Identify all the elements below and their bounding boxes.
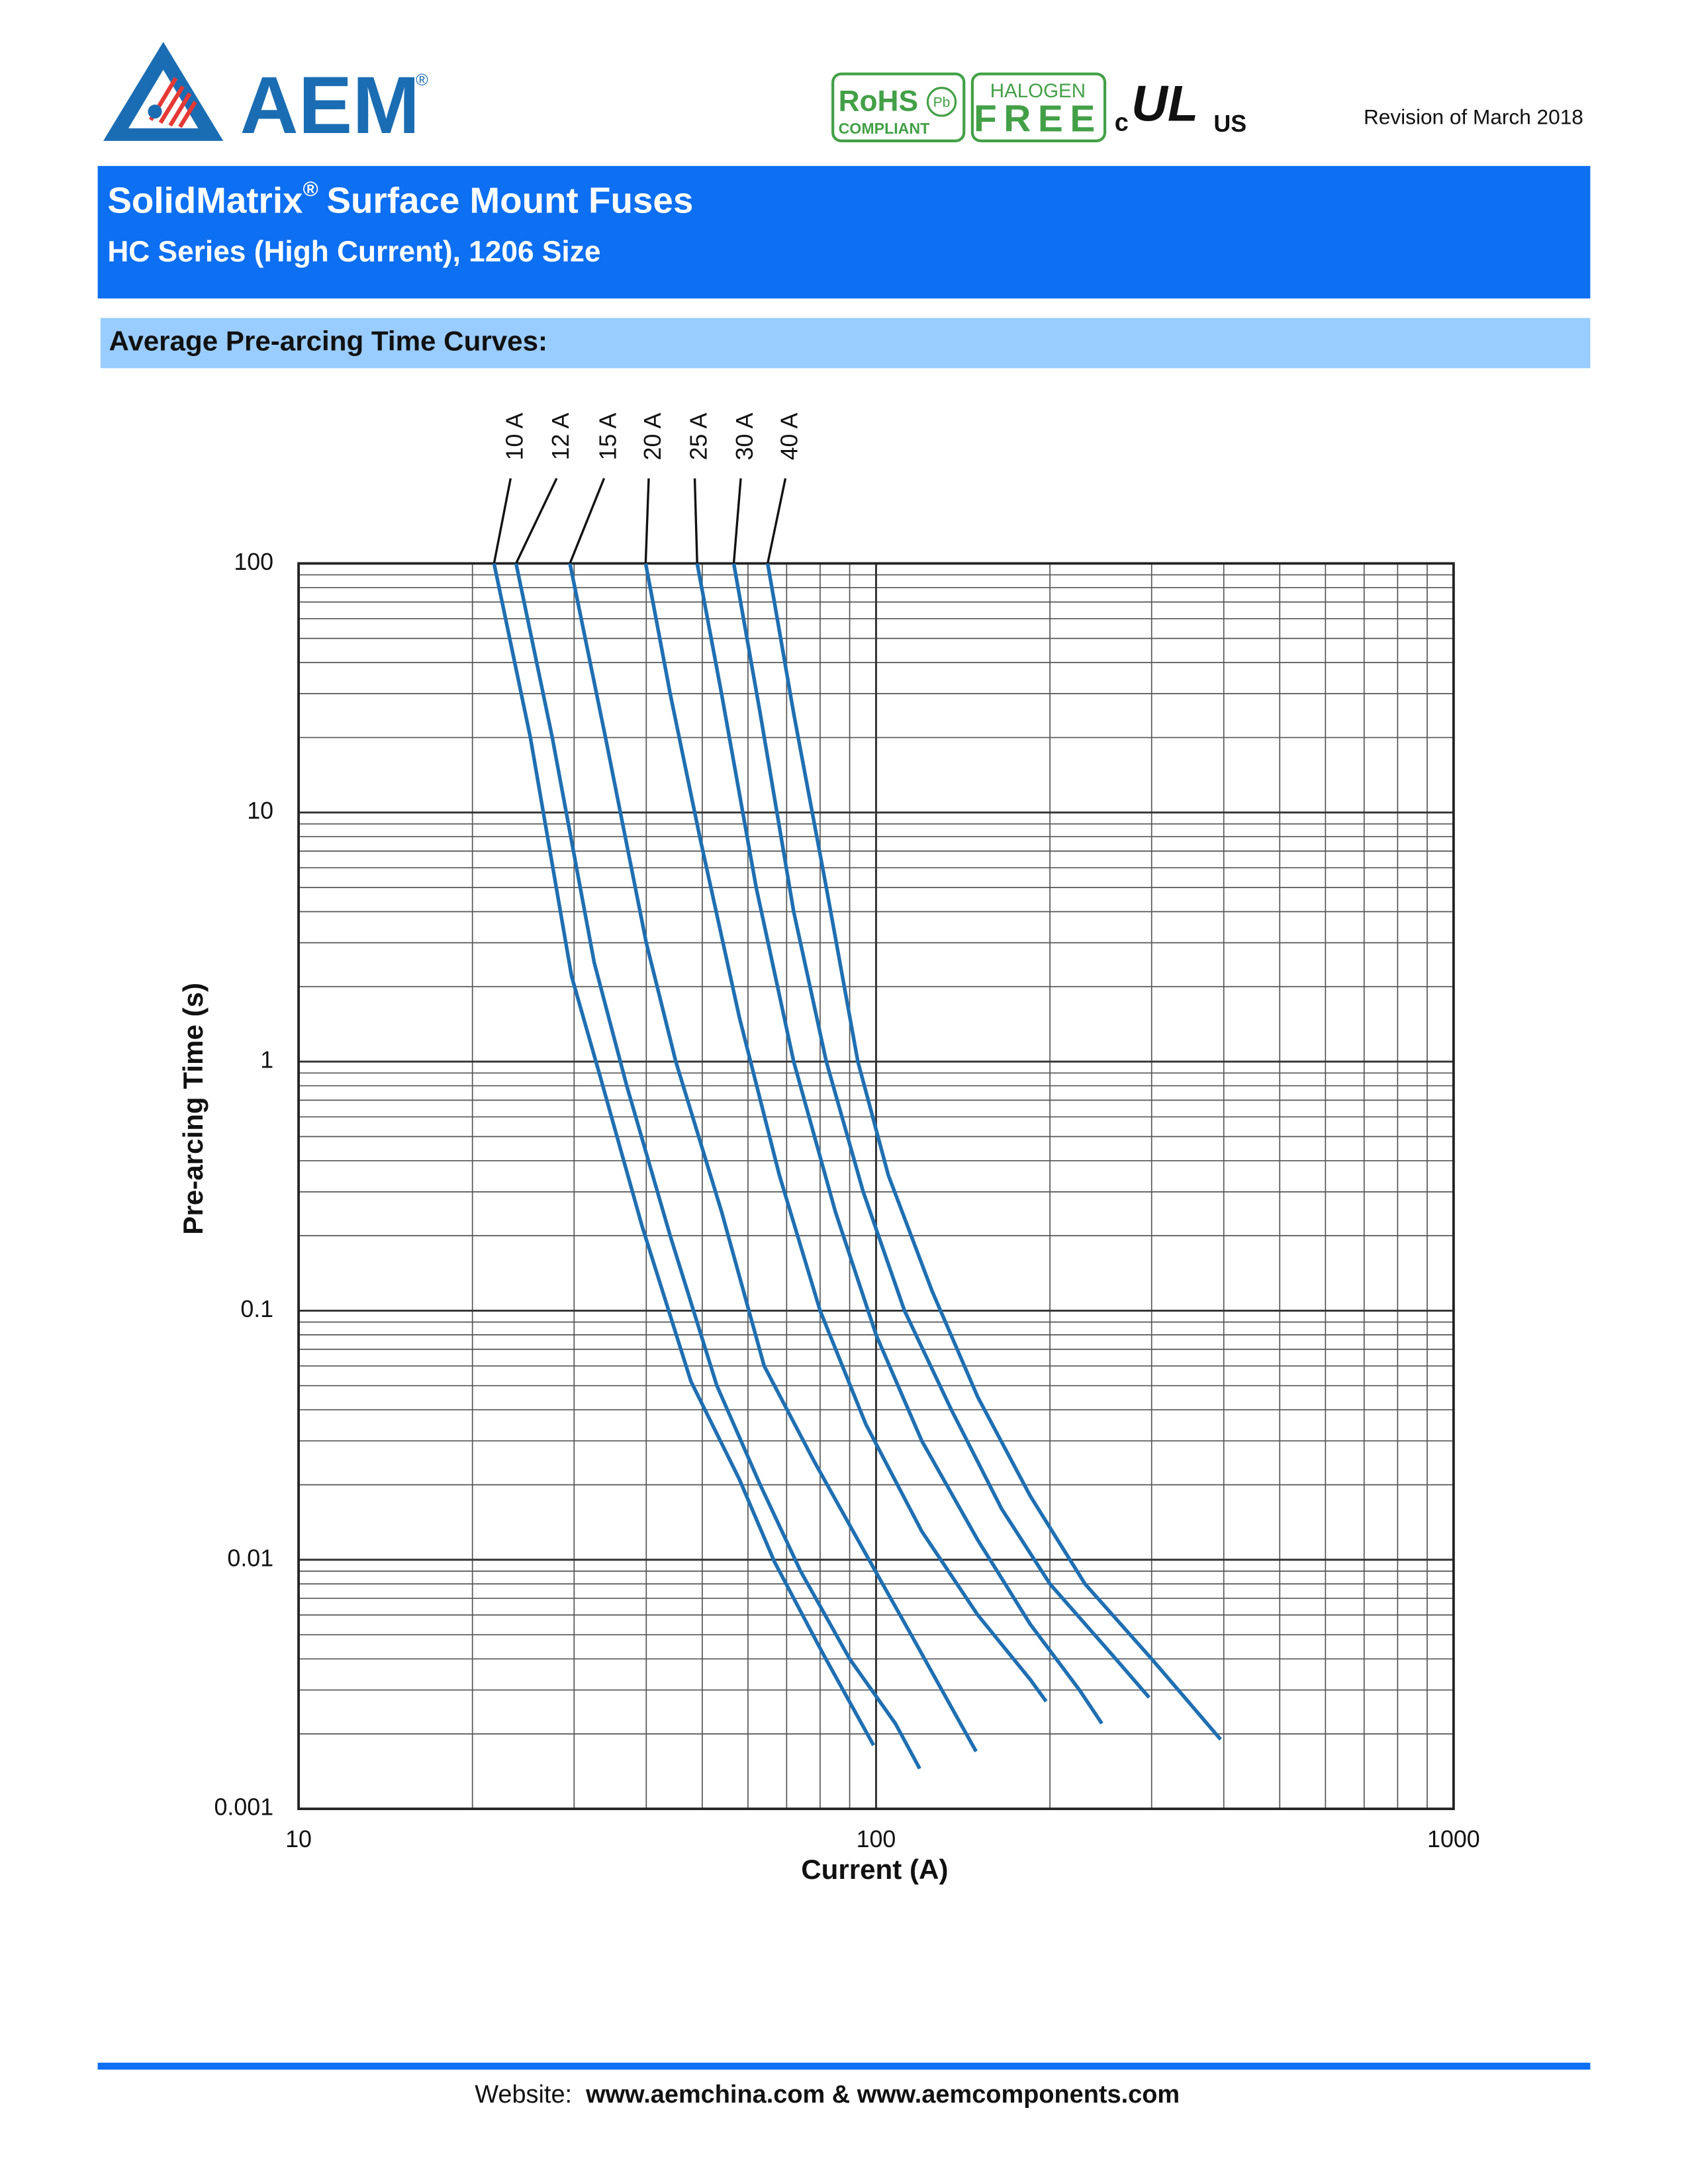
fuse-curve [568, 563, 978, 1752]
y-tick-label: 0.001 [214, 1794, 273, 1821]
fuse-curve [492, 563, 876, 1747]
leader-line [569, 478, 606, 564]
footer-sites: www.aemchina.com & www.aemcomponents.com [585, 2081, 1180, 2109]
halogen-text: HALOGEN [990, 80, 1086, 102]
leader-line [492, 478, 512, 564]
footer-rule [97, 2062, 1591, 2070]
fuse-curve [514, 563, 921, 1770]
curve-label: 30 A [731, 413, 758, 461]
leader-line [767, 478, 787, 564]
footer: Website: www.aemchina.com & www.aemcompon… [475, 2081, 1180, 2109]
fuse-curve [643, 563, 1048, 1703]
revision: Revision of March 2018 [1364, 105, 1583, 128]
section-bar [100, 318, 1591, 369]
y-tick-label: 0.1 [240, 1296, 273, 1322]
leader-line [732, 478, 742, 564]
rohs-sub: COMPLIANT [839, 120, 930, 137]
ul-us: US [1213, 111, 1246, 137]
title: SolidMatrix® Surface Mount Fuses [107, 177, 693, 221]
rohs-text: RoHS [839, 85, 918, 118]
y-tick-label: 100 [234, 549, 273, 575]
section-title: Average Pre-arcing Time Curves: [109, 326, 547, 357]
title-mark: ® [303, 177, 318, 201]
leader-line [693, 478, 698, 564]
leader-line [644, 478, 650, 564]
x-tick-label: 10 [285, 1826, 312, 1852]
logo: AEM ® [103, 42, 428, 150]
fuse-curve [695, 563, 1103, 1725]
free-text: FREE [974, 97, 1102, 140]
ul-text: UL [1131, 75, 1198, 132]
x-tick-label: 1000 [1427, 1826, 1480, 1852]
curve-label: 20 A [639, 413, 666, 461]
title-main: SolidMatrix [107, 180, 303, 221]
x-tick-label: 100 [857, 1826, 896, 1852]
footer-label: Website: [475, 2081, 572, 2109]
halogen-badge: HALOGEN FREE [970, 72, 1107, 142]
fuse-curve [731, 563, 1150, 1699]
plot-frame [297, 562, 1455, 1811]
y-tick-label: 10 [247, 797, 273, 824]
rohs-badge: RoHS Pb COMPLIANT [831, 72, 966, 142]
leader-line [515, 478, 558, 565]
y-tick-label: 1 [260, 1047, 273, 1073]
curve-label: 40 A [776, 413, 802, 461]
title-rest: Surface Mount Fuses [326, 180, 693, 221]
logo-dot [148, 105, 162, 119]
curve-label: 15 A [594, 413, 621, 461]
ul-mark: c UL US [1115, 75, 1246, 137]
curve-label: 10 A [501, 413, 528, 461]
y-tick-label: 0.01 [227, 1545, 273, 1571]
logo-text: AEM [240, 60, 420, 150]
fuse-curve [765, 563, 1223, 1741]
x-axis-label: Current (A) [801, 1854, 948, 1885]
logo-mark: ® [416, 71, 428, 89]
ul-c: c [1115, 109, 1129, 137]
subtitle: HC Series (High Current), 1206 Size [107, 236, 600, 268]
pb-text: Pb [933, 95, 951, 111]
curve-label: 25 A [685, 413, 712, 461]
title-bar [97, 165, 1591, 298]
curve-label: 12 A [547, 413, 574, 461]
y-axis-label: Pre-arcing Time (s) [177, 983, 209, 1235]
